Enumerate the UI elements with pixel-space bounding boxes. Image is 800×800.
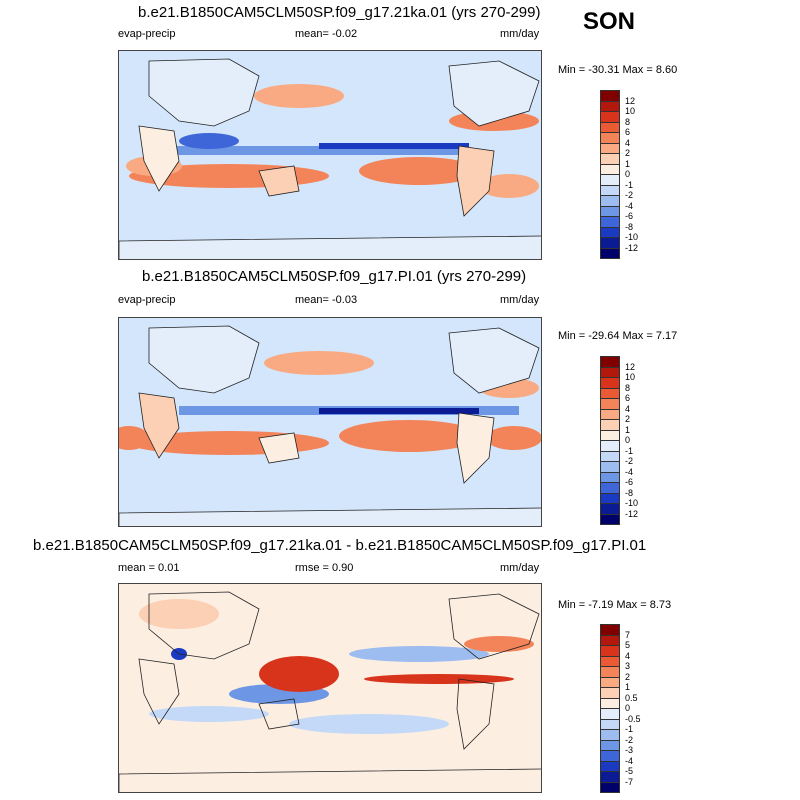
colorbar-tick-label: 6 [625, 127, 631, 137]
colorbar-tick-label: 1 [625, 682, 631, 692]
colorbar-tick-label: 7 [625, 629, 631, 640]
panel-1-colorbar [600, 90, 620, 259]
colorbar-tick-label: 3 [625, 661, 631, 671]
colorbar-tick-label: 1 [625, 424, 631, 435]
panel-1-minmax: Min = -30.31 Max = 8.60 [558, 64, 678, 76]
colorbar-tick-label: 2 [625, 414, 631, 424]
colorbar-tick-label: 0 [625, 703, 631, 713]
panel-2-title: b.e21.B1850CAM5CLM50SP.f09_g17.PI.01 (yr… [142, 268, 527, 285]
panel-3-mean: mean = 0.01 [118, 562, 180, 574]
panel-1-map [118, 50, 542, 260]
colorbar-tick-label: -6 [625, 477, 634, 487]
panel-1-units: mm/day [500, 28, 540, 40]
panel-2-colorbar [600, 356, 620, 525]
season-label: SON [583, 8, 636, 35]
colorbar-tick-label: -1 [625, 179, 634, 190]
colorbar-tick-label: -12 [625, 508, 639, 519]
panel-3-units: mm/day [500, 562, 540, 574]
colorbar-tick-label: 1 [625, 158, 631, 169]
colorbar-tick-label: -5 [625, 766, 634, 776]
colorbar-tick-label: 4 [625, 650, 631, 661]
panel-2-mean: mean= -0.03 [295, 294, 358, 306]
colorbar-tick-label: -2 [625, 456, 634, 466]
colorbar-tick-label: -1 [625, 445, 634, 456]
colorbar-tick-label: 2 [625, 671, 631, 682]
colorbar-tick-label: -12 [625, 242, 639, 253]
colorbar-tick-label: 4 [625, 137, 631, 148]
colorbar-tick-label: 12 [625, 361, 636, 372]
colorbar-tick-label: 4 [625, 403, 631, 414]
colorbar-tick-label: -1 [625, 724, 634, 734]
colorbar-swatch [600, 513, 620, 525]
colorbar-tick-label: -7 [625, 776, 634, 787]
colorbar-tick-label: 6 [625, 393, 631, 403]
colorbar-tick-label: -6 [625, 211, 634, 221]
panel-3-map-field [119, 591, 541, 792]
colorbar-tick-label: 10 [625, 372, 636, 382]
panel-1-mean: mean= -0.02 [295, 28, 358, 40]
colorbar-tick-label: 0 [625, 435, 631, 445]
colorbar-swatch [600, 247, 620, 259]
colorbar-tick-label: -4 [625, 466, 634, 477]
panel-3-minmax: Min = -7.19 Max = 8.73 [558, 599, 672, 611]
colorbar-tick-label: -2 [625, 190, 634, 200]
panel-2-variable: evap-precip [118, 294, 176, 306]
colorbar-tick-label: -8 [625, 221, 634, 232]
colorbar-tick-label: -2 [625, 734, 634, 745]
panel-1-title: b.e21.B1850CAM5CLM50SP.f09_g17.21ka.01 (… [138, 4, 541, 21]
colorbar-tick-label: 10 [625, 106, 636, 116]
panel-2-units: mm/day [500, 294, 540, 306]
panel-3-title: b.e21.B1850CAM5CLM50SP.f09_g17.21ka.01 -… [33, 537, 647, 554]
colorbar-tick-label: -4 [625, 200, 634, 211]
colorbar-tick-label: -4 [625, 755, 634, 766]
panel-3-rmse: rmse = 0.90 [295, 562, 354, 574]
colorbar-tick-label: 0.5 [625, 692, 638, 703]
colorbar-tick-label: 2 [625, 148, 631, 158]
panel-1-variable: evap-precip [118, 28, 176, 40]
panel-3-map [118, 583, 542, 793]
panel-1-map-field [119, 58, 541, 259]
colorbar-tick-label: -10 [625, 498, 639, 508]
colorbar-tick-label: 5 [625, 640, 631, 650]
colorbar-tick-label: 8 [625, 382, 631, 393]
colorbar-tick-label: -3 [625, 745, 634, 755]
panel-2-minmax: Min = -29.64 Max = 7.17 [558, 330, 678, 342]
colorbar-tick-label: 8 [625, 116, 631, 127]
colorbar-swatch [600, 781, 620, 793]
colorbar-tick-label: 12 [625, 95, 636, 106]
colorbar-tick-label: -10 [625, 232, 639, 242]
panel-3-colorbar [600, 624, 620, 793]
colorbar-tick-label: -8 [625, 487, 634, 498]
colorbar-tick-label: -0.5 [625, 713, 641, 724]
colorbar-tick-label: 0 [625, 169, 631, 179]
panel-2-map-field [119, 325, 541, 526]
panel-2-map [118, 317, 542, 527]
